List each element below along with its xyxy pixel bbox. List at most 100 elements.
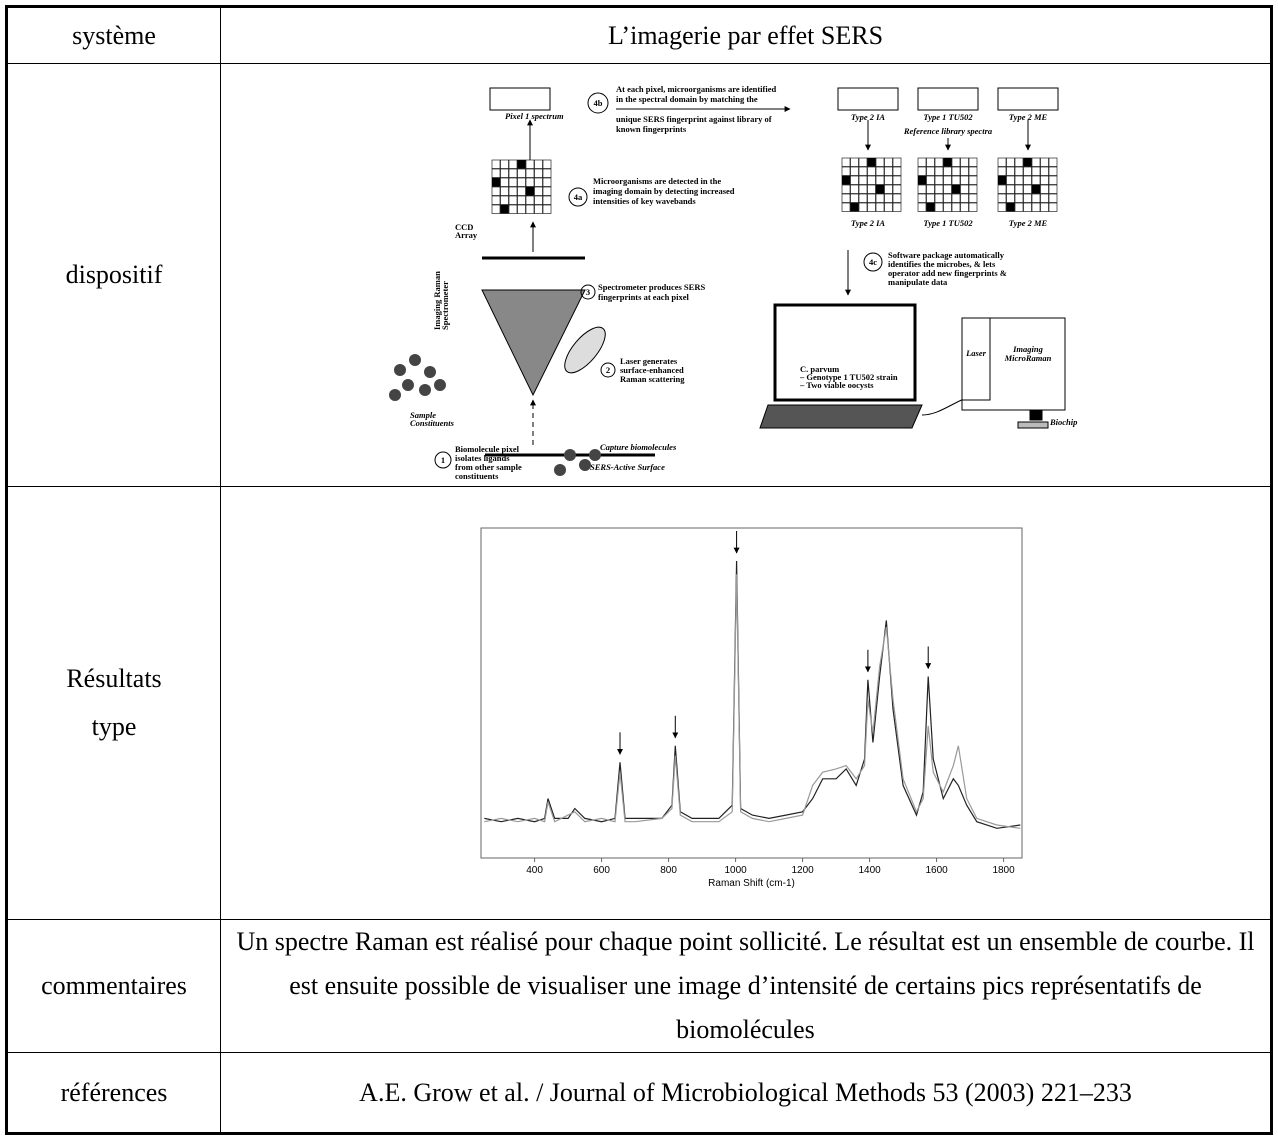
pixel [508, 159, 518, 169]
diagram-label: Spectrometer [440, 281, 450, 330]
row: dispositif [6, 63, 1272, 487]
pixel [968, 157, 978, 167]
pixel [867, 193, 876, 203]
pixel [517, 177, 526, 187]
pixel [867, 202, 876, 212]
cell: commentaires [6, 919, 221, 1053]
pixel [542, 195, 552, 205]
pixel [968, 166, 978, 176]
pixel [926, 193, 935, 203]
pixel [517, 204, 526, 214]
pixel [884, 166, 893, 176]
diagram-label: Reference library spectra [903, 126, 993, 136]
info-table: système L’imagerie par effet SERS disposi… [5, 5, 1273, 1135]
diagram-label: SERS-Active Surface [590, 462, 665, 472]
diagram-label: Raman scattering [620, 374, 685, 384]
diagram-label: Type 2 ME [1009, 112, 1048, 122]
diagram-label: Type 1 TU502 [923, 218, 973, 228]
pixel [926, 184, 935, 194]
pixel [525, 186, 535, 196]
diagram-label: identifies the microbes, & lets [888, 259, 996, 269]
pixel [1031, 184, 1041, 194]
pixel [542, 177, 552, 187]
pixel [917, 202, 927, 212]
pixel [997, 202, 1007, 212]
pixel [968, 193, 978, 203]
diagram-label: Laser [965, 348, 987, 358]
x-tick-label: 600 [593, 865, 610, 876]
pixel [1006, 184, 1015, 194]
pixel [1006, 175, 1015, 185]
diagram-label: CCD [455, 222, 473, 232]
diagram-text: Pixel 1 spectrum 4b At each pixel, microor… [410, 84, 1077, 481]
spectrum-chart: 400 600 800 1000 1200 1400 1600 1800 Raman Shift… [480, 527, 1023, 889]
pixel [997, 175, 1007, 185]
pixel [542, 168, 552, 178]
pixel [867, 175, 876, 185]
pixel [934, 175, 944, 185]
pixel [867, 157, 876, 167]
pixel [934, 166, 944, 176]
diagram-label: Type 2 ME [1009, 218, 1048, 228]
pixel [943, 184, 952, 194]
pixel [884, 202, 893, 212]
pixel [500, 204, 509, 214]
pixel [1023, 184, 1032, 194]
pixel [934, 193, 944, 203]
pixel [917, 184, 927, 194]
pixel [875, 157, 885, 167]
pixel [1048, 193, 1058, 203]
diagram-label: Array [455, 230, 478, 240]
pixel [1031, 175, 1041, 185]
pixel [1040, 193, 1049, 203]
biochip [1017, 421, 1049, 429]
diagram-label: Biomolecule pixel [455, 444, 520, 454]
diagram-label: known fingerprints [616, 124, 687, 134]
pixel [926, 157, 935, 167]
pixel [534, 177, 543, 187]
x-tick-label: 400 [526, 865, 543, 876]
pixel [934, 157, 944, 167]
particle [434, 379, 446, 391]
pixel [858, 184, 868, 194]
pixel [525, 204, 535, 214]
pixel [841, 193, 851, 203]
pixel [1031, 193, 1041, 203]
pixel [892, 202, 902, 212]
pixel [934, 184, 944, 194]
cell: L’imagerie par effet SERS [220, 6, 1272, 64]
pixel [884, 184, 893, 194]
pixel [841, 157, 851, 167]
pixel [517, 159, 526, 169]
figure-cell [220, 63, 1272, 487]
pixel [850, 175, 859, 185]
pixel [884, 193, 893, 203]
step-circle [587, 92, 609, 114]
pixel [951, 175, 961, 185]
pixel [917, 166, 927, 176]
pixel [1006, 166, 1015, 176]
spectrum-box [997, 87, 1059, 111]
diagram-label: Software package automatically [888, 250, 1005, 260]
pixel [1006, 202, 1015, 212]
diagram-label: Capture biomolecules [600, 442, 677, 452]
diagram-label: Type 2 IA [851, 218, 885, 228]
pixel [1014, 166, 1024, 176]
diagram-label: manipulate data [888, 277, 948, 287]
pixel [884, 157, 893, 167]
pixel [525, 195, 535, 205]
particle [579, 459, 591, 471]
spectrum-box [917, 87, 979, 111]
step-circle [568, 187, 588, 207]
pixel [1006, 157, 1015, 167]
pixel [1040, 175, 1049, 185]
spectrometer-cone [481, 289, 586, 397]
diagram-label: constituents [455, 471, 499, 481]
pixel [491, 204, 501, 214]
pixel [1014, 202, 1024, 212]
pixel [542, 186, 552, 196]
particle [419, 384, 431, 396]
pixel [1023, 202, 1032, 212]
pixel [875, 193, 885, 203]
diagram-label: operator add new fingerprints & [888, 268, 1007, 278]
